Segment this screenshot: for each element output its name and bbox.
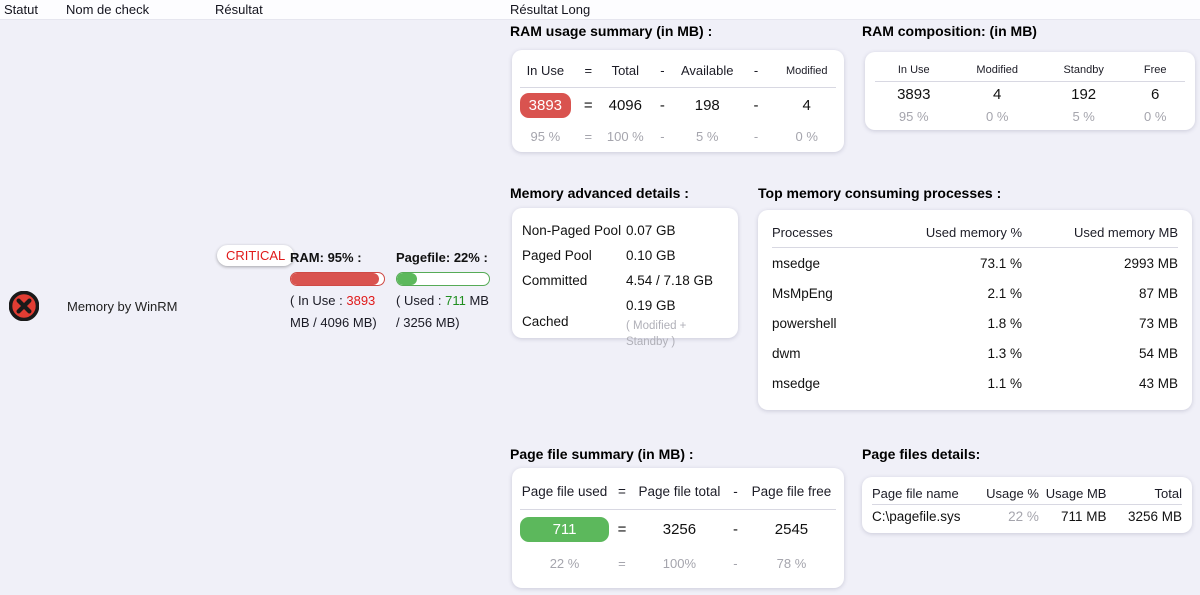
pagefile-summary-value-row: 711 = 3256 - 2545 [520, 510, 836, 548]
ram-result-block: RAM: 95% : ( In Use : 3893 MB / 4096 MB) [290, 247, 393, 334]
results-table-header: Statut Nom de check Résultat Résultat Lo… [0, 0, 1200, 20]
process-row: dwm 1.3 % 54 MB [772, 345, 1178, 361]
top-processes-title: Top memory consuming processes : [758, 185, 1002, 201]
process-row: msedge 1.1 % 43 MB [772, 375, 1178, 391]
advanced-row: Paged Pool 0.10 GB [522, 248, 676, 263]
check-name[interactable]: Memory by WinRM [67, 299, 178, 314]
ram-summary-percent-row: 95 % = 100 % - 5 % - 0 % [530, 128, 818, 144]
pagefile-details-title: Page files details: [862, 446, 981, 462]
pagefile-details-card: Page file name Usage % Usage MB Total C:… [862, 477, 1192, 533]
pagefile-summary-title: Page file summary (in MB) : [510, 446, 694, 462]
ram-summary-title: RAM usage summary (in MB) : [510, 23, 713, 39]
advanced-row: Non-Paged Pool 0.07 GB [522, 223, 676, 238]
processes-header-row: Processes Used memory % Used memory MB [772, 218, 1178, 248]
ram-composition-card: In Use Modified Standby Free 3893 4 192 … [865, 52, 1195, 130]
ram-in-use-chip: 3893 [520, 92, 571, 118]
column-header-nom-de-check: Nom de check [66, 2, 150, 17]
critical-status-icon[interactable] [8, 290, 40, 322]
pagefile-used-chip: 711 [520, 516, 610, 542]
ram-composition-percent-row: 95 % 0 % 5 % 0 % [898, 108, 1167, 124]
pagefile-summary-card: Page file used = Page file total - Page … [512, 468, 844, 588]
advanced-details-card: Non-Paged Pool 0.07 GB Paged Pool 0.10 G… [512, 208, 738, 348]
column-header-resultat-long: Résultat Long [510, 2, 591, 17]
pagefile-percent-line: Pagefile: 22% : [396, 250, 488, 265]
process-row: msedge 73.1 % 2993 MB [772, 255, 1178, 271]
ram-usage-bar [290, 272, 385, 286]
pagefile-detail-text: ( Used : 711 MB / 3256 MB) [396, 293, 489, 330]
process-row: MsMpEng 2.1 % 87 MB [772, 285, 1178, 301]
ram-summary-header-row: In Use = Total - Available - Modified [520, 54, 836, 88]
top-processes-card: Processes Used memory % Used memory MB m… [758, 210, 1192, 410]
pagefile-details-row: C:\pagefile.sys 22 % 711 MB 3256 MB [872, 508, 1182, 524]
advanced-row: Cached 0.19 GB ( Modified + Standby ) [522, 293, 728, 350]
ram-percent-line: RAM: 95% : [290, 250, 362, 265]
ram-composition-title: RAM composition: (in MB) [862, 23, 1037, 39]
pagefile-details-header-row: Page file name Usage % Usage MB Total [872, 483, 1182, 505]
status-badge: CRITICAL [217, 245, 295, 266]
ram-composition-header-row: In Use Modified Standby Free [875, 58, 1185, 82]
ram-summary-value-row: 3893 = 4096 - 198 - 4 [520, 88, 836, 122]
column-header-resultat: Résultat [215, 2, 263, 17]
ram-summary-card: In Use = Total - Available - Modified 38… [512, 50, 844, 152]
pagefile-usage-bar [396, 272, 490, 286]
column-header-statut: Statut [4, 2, 38, 17]
ram-composition-value-row: 3893 4 192 6 [897, 85, 1160, 103]
pagefile-summary-header-row: Page file used = Page file total - Page … [520, 474, 836, 510]
advanced-row: Committed 4.54 / 7.18 GB [522, 273, 714, 288]
pagefile-summary-percent-row: 22 % = 100% - 78 % [549, 555, 807, 571]
ram-detail-text: ( In Use : 3893 MB / 4096 MB) [290, 293, 377, 330]
pagefile-result-block: Pagefile: 22% : ( Used : 711 MB / 3256 M… [396, 247, 493, 334]
advanced-details-title: Memory advanced details : [510, 185, 689, 201]
cached-note: ( Modified + Standby ) [626, 320, 687, 348]
process-row: powershell 1.8 % 73 MB [772, 315, 1178, 331]
